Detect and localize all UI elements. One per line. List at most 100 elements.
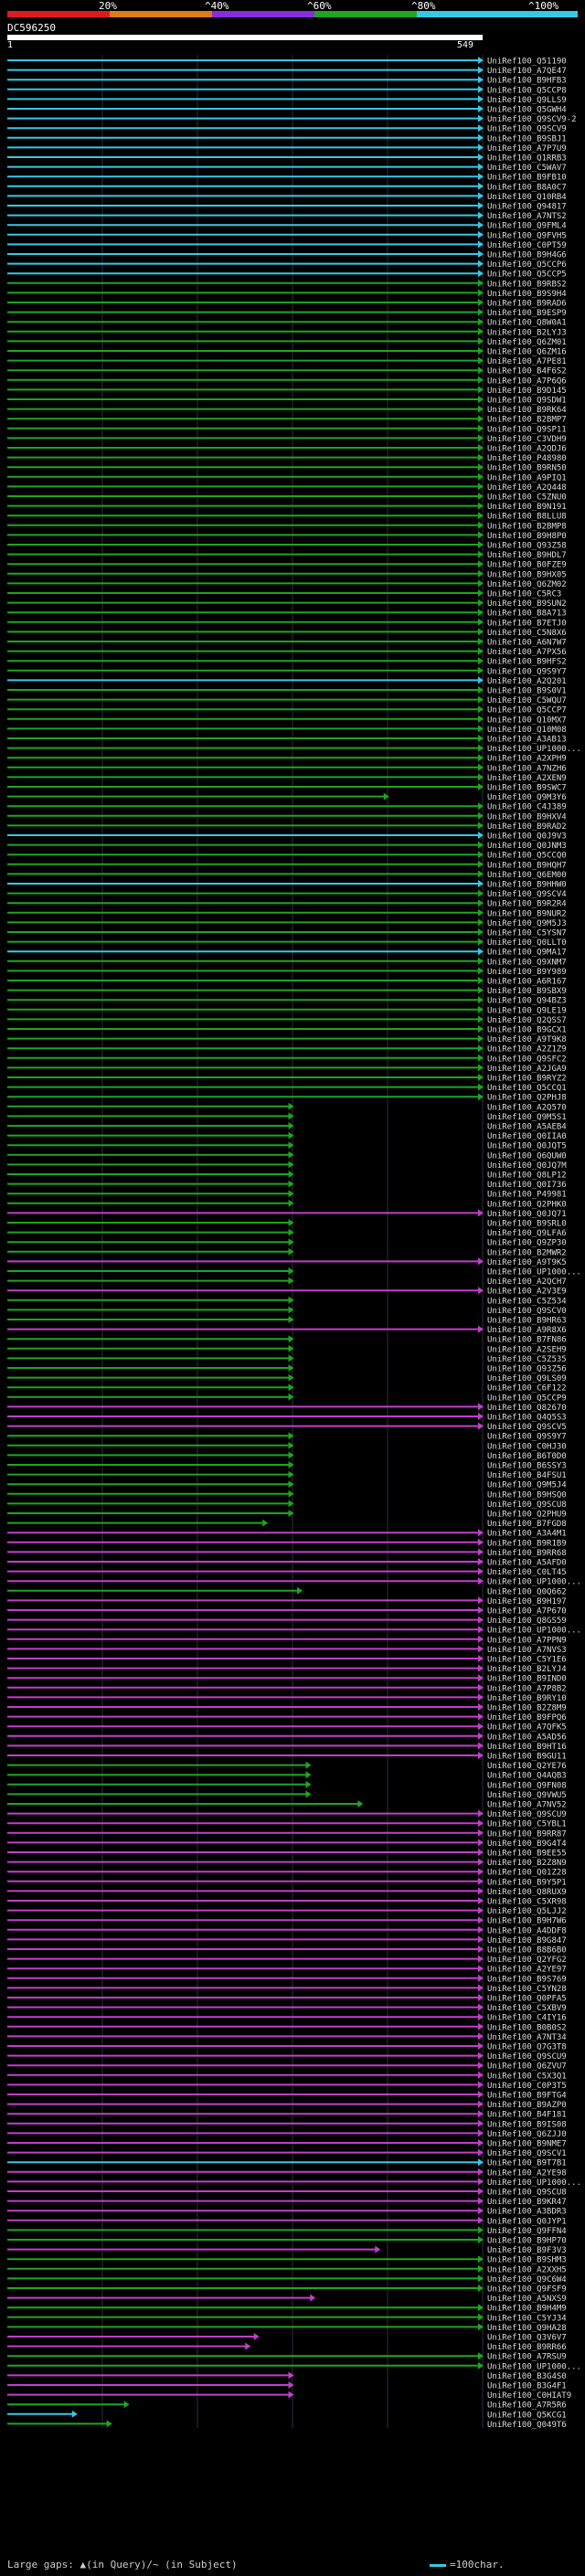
hit-label[interactable]: UniRef100_A7NT34 (487, 2033, 567, 2042)
hit-label[interactable]: UniRef100_Q9M5J3 (487, 919, 567, 928)
hit-label[interactable]: UniRef100_B9HQH7 (487, 861, 567, 870)
hit-label[interactable]: UniRef100_Q9LFA6 (487, 1229, 567, 1238)
hit-label[interactable]: UniRef100_A7QFK5 (487, 1723, 567, 1733)
hit-row[interactable]: UniRef100_B7ETJ0 (7, 618, 567, 629)
hit-label[interactable]: UniRef100_Q5CCP6 (487, 260, 567, 270)
hit-row[interactable]: UniRef100_Q10M08 (7, 725, 567, 735)
hit-row[interactable]: UniRef100_B9FPQ6 (7, 1712, 567, 1723)
hit-label[interactable]: UniRef100_B9NUR2 (487, 909, 567, 918)
hit-label[interactable]: UniRef100_Q5CCP5 (487, 270, 567, 280)
hit-label[interactable]: UniRef100_Q6ZJJ0 (487, 2130, 567, 2139)
hit-row[interactable]: UniRef100_C5RC3 (7, 589, 561, 599)
hit-label[interactable]: UniRef100_Q6ZM16 (487, 348, 567, 357)
hit-label[interactable]: UniRef100_B9NME7 (487, 2140, 567, 2149)
hit-row[interactable]: UniRef100_A7NTS2 (7, 211, 567, 222)
hit-label[interactable]: UniRef100_Q9SCV9 (487, 125, 567, 134)
hit-row[interactable]: UniRef100_A7QFK5 (7, 1723, 567, 1733)
hit-row[interactable]: UniRef100_Q2YFG2 (7, 1955, 567, 1966)
hit-label[interactable]: UniRef100_Q0JNM3 (487, 842, 567, 851)
hit-row[interactable]: UniRef100_B9R1B9 (7, 1538, 567, 1549)
hit-row[interactable]: UniRef100_Q4Q5S3 (7, 1413, 567, 1423)
hit-label[interactable]: UniRef100_Q10M08 (487, 726, 567, 735)
hit-row[interactable]: UniRef100_Q9SCV1 (7, 2148, 567, 2159)
hit-row[interactable]: UniRef100_C0HJ30 (7, 1441, 567, 1452)
hit-row[interactable]: UniRef100_UP1000... (7, 1577, 581, 1587)
hit-row[interactable]: UniRef100_Q7G3T8 (7, 2042, 567, 2052)
hit-label[interactable]: UniRef100_B9HDL7 (487, 551, 567, 560)
hit-row[interactable]: UniRef100_B3G4S0 (7, 2371, 567, 2381)
hit-label[interactable]: UniRef100_B9H4M9 (487, 2305, 567, 2314)
hit-label[interactable]: UniRef100_A7PX56 (487, 648, 567, 657)
hit-label[interactable]: UniRef100_B8A713 (487, 610, 567, 619)
hit-row[interactable]: UniRef100_B9HXV4 (7, 811, 567, 822)
hit-row[interactable]: UniRef100_A3BDR3 (7, 2207, 567, 2217)
hit-label[interactable]: UniRef100_Q6ZM02 (487, 580, 567, 589)
hit-row[interactable]: UniRef100_B9RR68 (7, 1548, 567, 1558)
hit-row[interactable]: UniRef100_B9HP70 (7, 2236, 567, 2246)
hit-row[interactable]: UniRef100_Q2PHJ8 (7, 1093, 567, 1103)
hit-label[interactable]: UniRef100_Q9S9Y7 (487, 1433, 567, 1442)
hit-label[interactable]: UniRef100_Q10MX7 (487, 716, 567, 725)
hit-row[interactable]: UniRef100_B9SRL0 (7, 1219, 567, 1229)
hit-row[interactable]: UniRef100_C4IY16 (7, 2013, 567, 2023)
hit-label[interactable]: UniRef100_B9Y5P1 (487, 1878, 567, 1887)
hit-label[interactable]: UniRef100_B2BMP7 (487, 416, 567, 425)
hit-label[interactable]: UniRef100_C6F122 (487, 1384, 567, 1394)
hit-label[interactable]: UniRef100_A7P6Q6 (487, 376, 567, 386)
hit-label[interactable]: UniRef100_Q51190 (487, 58, 567, 67)
hit-row[interactable]: UniRef100_B8A0C7 (7, 182, 567, 193)
hit-label[interactable]: UniRef100_B2MWR2 (487, 1248, 567, 1257)
hit-label[interactable]: UniRef100_Q4Q5S3 (487, 1414, 567, 1423)
hit-row[interactable]: UniRef100_Q10MX7 (7, 715, 567, 726)
hit-row[interactable]: UniRef100_B9EE55 (7, 1849, 567, 1859)
hit-row[interactable]: UniRef100_Q5CCQ0 (7, 851, 567, 861)
hit-row[interactable]: UniRef100_Q2YE76 (7, 1761, 567, 1772)
hit-row[interactable]: UniRef100_Q6ZM01 (7, 337, 567, 347)
hit-row[interactable]: UniRef100_C5WQU7 (7, 695, 567, 706)
hit-label[interactable]: UniRef100_A2Z1Z9 (487, 1045, 567, 1055)
hit-label[interactable]: UniRef100_Q0LLT0 (487, 938, 567, 948)
hit-row[interactable]: UniRef100_A5AD56 (7, 1732, 567, 1743)
hit-row[interactable]: UniRef100_A3A4M1 (7, 1529, 567, 1539)
hit-row[interactable]: UniRef100_B9T7B1 (7, 2158, 567, 2168)
hit-label[interactable]: UniRef100_Q6QUW0 (487, 1151, 567, 1161)
hit-row[interactable]: UniRef100_Q9SCV0 (7, 1306, 567, 1316)
hit-label[interactable]: UniRef100_B9H4G6 (487, 251, 567, 260)
hit-label[interactable]: UniRef100_C5YSN7 (487, 929, 567, 938)
hit-row[interactable]: UniRef100_B7FGD8 (7, 1519, 567, 1530)
hit-row[interactable]: UniRef100_C5Z534 (7, 1296, 567, 1307)
hit-row[interactable]: UniRef100_Q9SCU9 (7, 2051, 567, 2062)
hit-label[interactable]: UniRef100_B9HR63 (487, 1317, 567, 1326)
hit-row[interactable]: UniRef100_P49981 (7, 1190, 567, 1200)
hit-label[interactable]: UniRef100_Q5CCQ1 (487, 1084, 567, 1093)
hit-row[interactable]: UniRef100_B6SSY3 (7, 1461, 567, 1471)
hit-row[interactable]: UniRef100_A7P7U9 (7, 143, 567, 154)
hit-label[interactable]: UniRef100_Q2YE76 (487, 1762, 567, 1771)
hit-label[interactable]: UniRef100_C0HJ30 (487, 1442, 567, 1451)
hit-row[interactable]: UniRef100_C5YN28 (7, 1984, 567, 1994)
hit-row[interactable]: UniRef100_Q9FSF9 (7, 2284, 567, 2295)
hit-row[interactable]: UniRef100_Q94BZ3 (7, 996, 567, 1006)
hit-label[interactable]: UniRef100_A7NVS3 (487, 1646, 567, 1655)
hit-row[interactable]: UniRef100_Q9SCV5 (7, 1422, 567, 1433)
hit-label[interactable]: UniRef100_A7P670 (487, 1607, 567, 1617)
hit-row[interactable]: UniRef100_B9SUN2 (7, 599, 567, 610)
hit-label[interactable]: UniRef100_B9GCX1 (487, 1026, 567, 1035)
hit-row[interactable]: UniRef100_A2Q201 (7, 676, 567, 686)
hit-label[interactable]: UniRef100_Q8RUX9 (487, 1888, 567, 1897)
hit-label[interactable]: UniRef100_B9RY10 (487, 1694, 567, 1703)
hit-label[interactable]: UniRef100_C5RC3 (487, 590, 561, 599)
hit-row[interactable]: UniRef100_B9H4M9 (7, 2304, 567, 2314)
hit-label[interactable]: UniRef100_A2V3E9 (487, 1288, 567, 1297)
hit-label[interactable]: UniRef100_Q0IIA0 (487, 1132, 567, 1141)
hit-row[interactable]: UniRef100_Q0JYP1 (7, 2216, 567, 2227)
hit-label[interactable]: UniRef100_Q93Z58 (487, 542, 567, 551)
hit-row[interactable]: UniRef100_B2LYJ4 (7, 1664, 567, 1675)
hit-row[interactable]: UniRef100_B4FSU1 (7, 1470, 567, 1481)
hit-row[interactable]: UniRef100_Q5GWH4 (7, 105, 567, 115)
hit-label[interactable]: UniRef100_A7RSU9 (487, 2353, 567, 2362)
hit-row[interactable]: UniRef100_B9S9H4 (7, 289, 567, 299)
hit-row[interactable]: UniRef100_C5YJ34 (7, 2313, 567, 2324)
hit-label[interactable]: UniRef100_A2Q201 (487, 677, 567, 686)
hit-row[interactable]: UniRef100_B9HHW0 (7, 880, 567, 890)
